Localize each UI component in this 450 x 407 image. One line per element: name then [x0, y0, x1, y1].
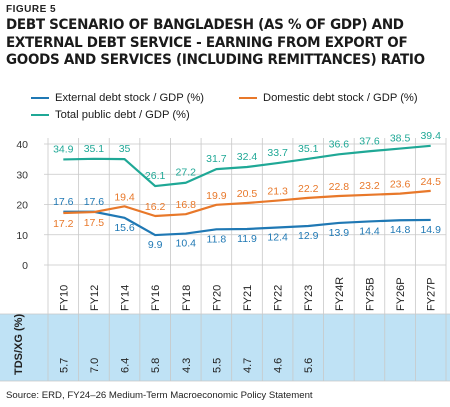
table-band [0, 314, 450, 381]
data-label-external-FY27P: 14.9 [420, 224, 441, 236]
data-label-domestic-FY20: 19.9 [206, 190, 227, 202]
data-label-total-FY22: 33.7 [267, 147, 288, 159]
figure-label: FIGURE 5 [6, 4, 57, 15]
data-label-total-FY26P: 38.5 [390, 133, 411, 145]
data-label-total-FY25B: 37.6 [359, 135, 380, 147]
x-tick-label-FY27P: FY27P [426, 277, 438, 311]
table-value-FY10: 5.7 [58, 358, 70, 373]
x-tick-label-FY22: FY22 [273, 285, 285, 311]
data-label-total-FY23: 35.1 [298, 143, 319, 155]
x-tick-label-FY10: FY10 [58, 285, 70, 311]
data-label-external-FY24R: 13.9 [329, 227, 350, 239]
x-tick-label-FY24R: FY24R [334, 277, 346, 311]
x-tick-label-FY26P: FY26P [395, 277, 407, 311]
data-label-domestic-FY22: 21.3 [267, 186, 288, 198]
series-line-domestic [63, 189, 431, 218]
data-label-domestic-FY16: 16.2 [145, 201, 166, 213]
data-label-total-FY24R: 36.6 [329, 138, 350, 150]
y-tick-label-10: 10 [16, 230, 28, 242]
x-tick-label-FY21: FY21 [242, 285, 254, 311]
data-label-external-FY21: 11.9 [237, 233, 257, 245]
y-tick-label-0: 0 [22, 260, 28, 272]
table-value-FY16: 5.8 [150, 358, 162, 373]
data-label-domestic-FY25B: 23.2 [359, 180, 380, 192]
data-label-domestic-FY18: 16.8 [176, 199, 197, 211]
data-label-external-FY10: 17.6 [53, 196, 74, 208]
x-tick-label-FY16: FY16 [150, 285, 162, 311]
table-value-FY21: 4.7 [242, 358, 254, 373]
data-label-domestic-FY24R: 22.8 [329, 181, 350, 193]
data-label-domestic-FY10: 17.2 [53, 218, 74, 230]
x-tick-label-FY12: FY12 [89, 285, 101, 311]
data-label-external-FY23: 12.9 [298, 230, 319, 242]
table-value-FY20: 5.5 [211, 358, 223, 373]
data-label-external-FY22: 12.4 [267, 231, 288, 243]
data-label-external-FY18: 10.4 [176, 238, 197, 250]
y-tick-label-30: 30 [16, 169, 28, 181]
data-label-total-FY21: 32.4 [237, 151, 258, 163]
title-line-2: EXTERNAL DEBT SERVICE - EARNING FROM EXP… [6, 34, 408, 51]
data-label-domestic-FY27P: 24.5 [420, 176, 441, 188]
x-tick-label-FY18: FY18 [181, 285, 193, 311]
data-label-external-FY25B: 14.4 [359, 225, 380, 237]
data-label-total-FY14: 35 [119, 143, 131, 155]
x-tick-label-FY25B: FY25B [364, 277, 376, 311]
table-value-FY12: 7.0 [89, 358, 101, 373]
x-tick-label-FY14: FY14 [120, 285, 132, 311]
table-value-FY22: 4.6 [273, 358, 285, 373]
data-label-total-FY27P: 39.4 [420, 130, 441, 142]
table-value-FY18: 4.3 [181, 358, 193, 373]
x-tick-label-FY20: FY20 [211, 285, 223, 311]
data-label-domestic-FY23: 22.2 [298, 183, 319, 195]
data-label-total-FY12: 35.1 [84, 143, 105, 155]
title-line-1: DEBT SCENARIO OF BANGLADESH (AS % OF GDP… [6, 17, 404, 33]
x-tick-label-FY23: FY23 [303, 285, 315, 311]
data-label-domestic-FY12: 17.5 [84, 217, 105, 229]
series-line-total [63, 144, 431, 188]
table-value-FY23: 5.6 [303, 358, 315, 373]
data-label-total-FY20: 31.7 [206, 153, 227, 165]
title-line-3: GOODS AND SERVICES (INCLUDING REMITTANCE… [6, 52, 425, 68]
data-label-domestic-FY14: 19.4 [114, 191, 135, 203]
data-label-external-FY14: 15.6 [114, 222, 135, 234]
data-label-external-FY16: 9.9 [148, 239, 163, 251]
data-label-domestic-FY26P: 23.6 [390, 179, 411, 191]
data-label-external-FY26P: 14.8 [390, 224, 411, 236]
table-row-label: TDS/XG (%) [13, 314, 25, 375]
data-label-total-FY16: 26.1 [145, 170, 166, 182]
source-note: Source: ERD, FY24–26 Medium-Term Macroec… [6, 390, 313, 401]
data-label-total-FY18: 27.2 [176, 167, 197, 179]
y-tick-label-40: 40 [16, 139, 28, 151]
chart-title: DEBT SCENARIO OF BANGLADESH (AS % OF GDP… [6, 17, 425, 70]
y-tick-label-20: 20 [16, 200, 28, 212]
data-label-external-FY12: 17.6 [84, 196, 105, 208]
data-label-external-FY20: 11.8 [207, 233, 227, 245]
series-line-external [63, 210, 431, 237]
table-value-FY14: 6.4 [120, 358, 132, 373]
data-label-domestic-FY21: 20.5 [237, 188, 258, 200]
data-label-total-FY10: 34.9 [53, 143, 74, 155]
